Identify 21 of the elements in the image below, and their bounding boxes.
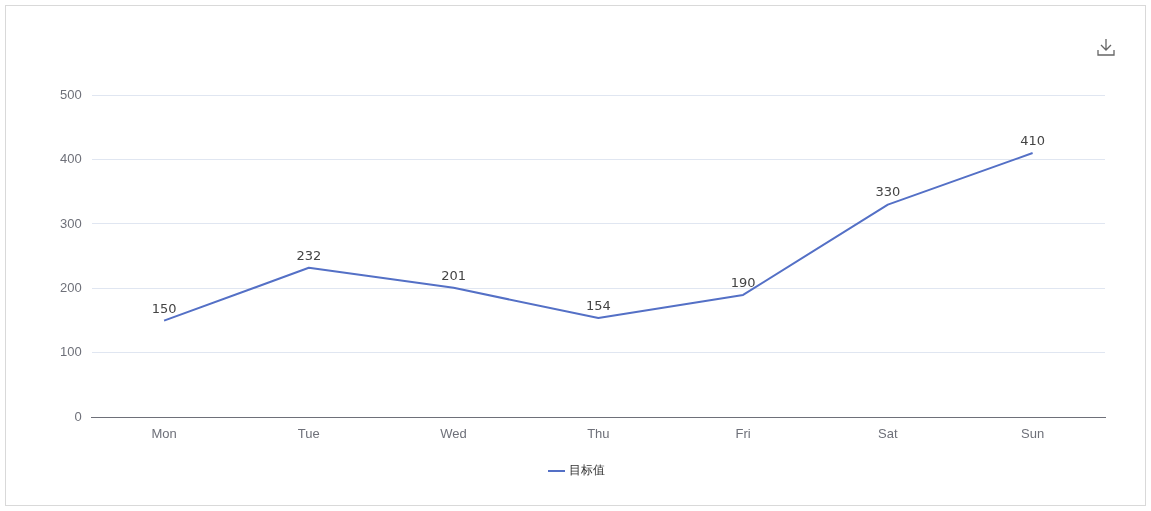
data-label: 150 [151, 300, 177, 316]
x-tick-label: Mon [151, 425, 177, 441]
data-label: 201 [441, 267, 466, 283]
x-tick-label: Sat [878, 425, 899, 441]
x-tick-label: Tue [297, 425, 320, 441]
data-label: 330 [875, 184, 901, 200]
data-label: 154 [585, 297, 611, 313]
x-tick-label: Wed [440, 425, 467, 441]
data-label: 232 [296, 247, 322, 263]
legend-label: 目标值 [568, 463, 605, 478]
x-tick-label: Thu [587, 425, 610, 441]
y-tick-label: 200 [59, 280, 82, 296]
data-label: 190 [730, 274, 756, 290]
y-tick-label: 500 [59, 86, 82, 102]
data-label: 410 [1020, 132, 1046, 148]
y-tick-label: 0 [74, 408, 82, 424]
y-tick-label: 400 [59, 151, 82, 167]
x-tick-label: Fri [735, 425, 751, 441]
y-tick-label: 300 [59, 215, 82, 231]
y-tick-label: 100 [59, 344, 82, 360]
x-tick-label: Sun [1021, 425, 1045, 441]
